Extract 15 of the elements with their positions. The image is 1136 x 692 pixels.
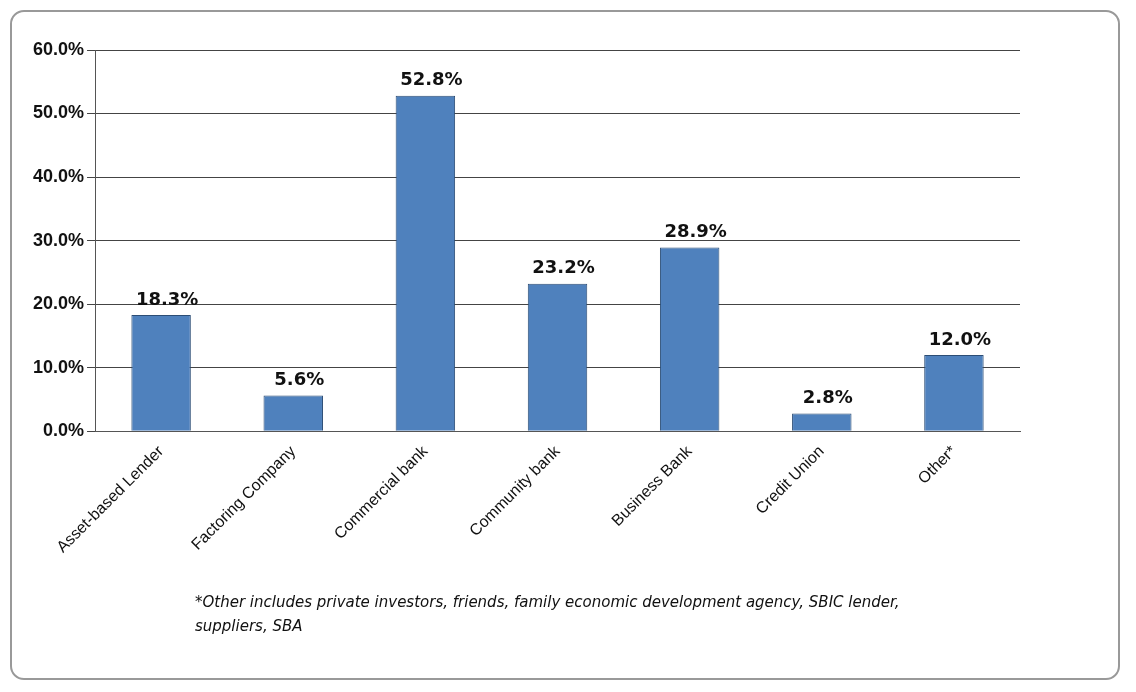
text: *Other includes private investors, friends, family economic development agency, SBIC lender, suppliers, SBA <box>195 592 901 637</box>
y-tick-label: 50.0% <box>32 102 85 123</box>
data-label: 12.0% <box>928 327 992 349</box>
y-tick-label: 60.0% <box>32 38 85 59</box>
y-tick-label: 10.0% <box>32 356 85 377</box>
y-tick-label: 30.0% <box>32 229 85 250</box>
data-label: 23.2% <box>532 256 595 278</box>
y-tick-label: 40.0% <box>32 166 85 187</box>
data-label: 28.9% <box>664 220 727 242</box>
data-label: 5.6% <box>274 368 325 390</box>
data-label: 18.3% <box>135 287 199 309</box>
data-label: 2.8% <box>802 386 853 408</box>
y-tick-label: 0.0% <box>43 420 85 441</box>
y-tick-label: 20.0% <box>32 293 85 314</box>
data-label: 52.8% <box>400 68 463 90</box>
